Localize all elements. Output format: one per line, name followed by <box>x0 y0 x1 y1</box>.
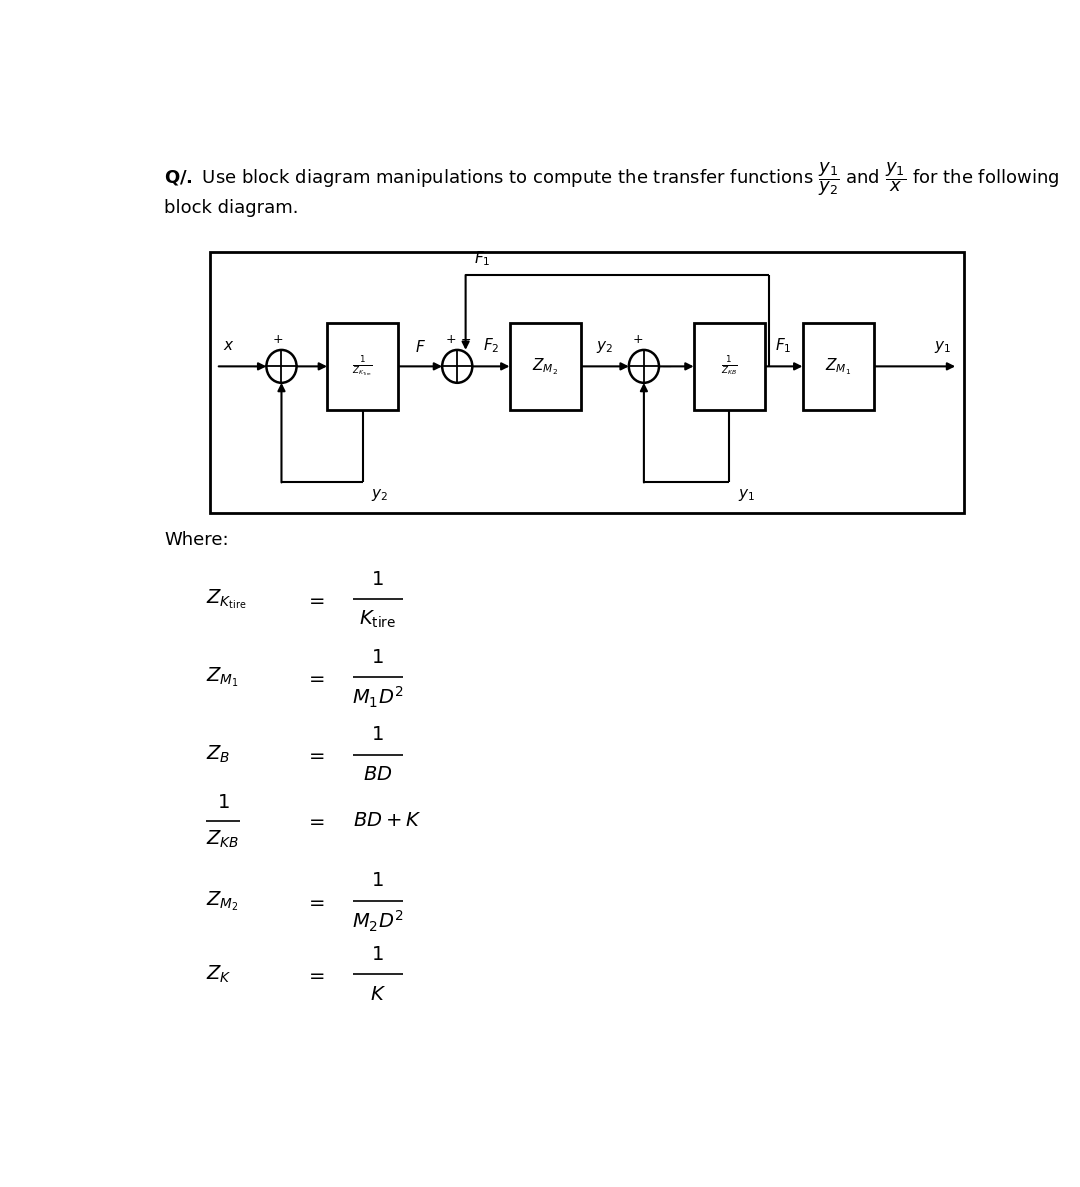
Text: $y_2$: $y_2$ <box>596 339 613 355</box>
Text: $y_1$: $y_1$ <box>738 487 755 503</box>
Text: $Z_K$: $Z_K$ <box>206 964 232 985</box>
Text: $=$: $=$ <box>305 811 325 830</box>
FancyBboxPatch shape <box>802 323 874 410</box>
Text: $Z_B$: $Z_B$ <box>206 744 230 766</box>
Text: $1$: $1$ <box>372 725 384 744</box>
Text: $+$: $+$ <box>632 334 643 347</box>
Text: $1$: $1$ <box>372 945 384 964</box>
Text: $\frac{1}{Z_{KB}}$: $\frac{1}{Z_{KB}}$ <box>721 355 738 377</box>
Text: $Z_{M_1}$: $Z_{M_1}$ <box>206 666 239 688</box>
Text: $Z_{M_2}$: $Z_{M_2}$ <box>206 889 239 913</box>
Text: Where:: Where: <box>164 531 229 550</box>
Text: $=$: $=$ <box>305 965 325 984</box>
FancyBboxPatch shape <box>211 252 963 513</box>
Text: $BD + K$: $BD + K$ <box>352 811 421 830</box>
Text: $BD$: $BD$ <box>363 766 392 785</box>
Text: $=$: $=$ <box>305 891 325 910</box>
Text: $F_2$: $F_2$ <box>483 337 499 355</box>
Text: $1$: $1$ <box>217 793 229 812</box>
Text: $1$: $1$ <box>372 871 384 890</box>
Text: $1$: $1$ <box>372 648 384 667</box>
Text: $Z_{M_2}$: $Z_{M_2}$ <box>532 356 558 376</box>
Text: $\mathbf{Q/.}$ Use block diagram manipulations to compute the transfer functions: $\mathbf{Q/.}$ Use block diagram manipul… <box>164 160 1059 198</box>
Text: $=$: $=$ <box>305 590 325 609</box>
Text: $F$: $F$ <box>415 339 426 355</box>
Text: $Z_{K_{\mathrm{tire}}}$: $Z_{K_{\mathrm{tire}}}$ <box>206 588 246 611</box>
Text: block diagram.: block diagram. <box>164 199 299 217</box>
Text: $K$: $K$ <box>369 985 386 1004</box>
Text: $-$: $-$ <box>460 334 471 347</box>
Text: $K_{\mathrm{tire}}$: $K_{\mathrm{tire}}$ <box>360 609 396 630</box>
Text: $=$: $=$ <box>305 745 325 764</box>
Text: $x$: $x$ <box>222 337 234 353</box>
Text: $1$: $1$ <box>372 570 384 589</box>
FancyBboxPatch shape <box>327 323 399 410</box>
Text: $=$: $=$ <box>305 667 325 686</box>
Text: $F_1$: $F_1$ <box>775 337 792 355</box>
Text: $M_2D^2$: $M_2D^2$ <box>352 908 404 934</box>
Text: $y_1$: $y_1$ <box>934 339 951 355</box>
Text: $Z_{KB}$: $Z_{KB}$ <box>206 829 240 850</box>
Text: $y_2$: $y_2$ <box>372 487 388 503</box>
Text: $-$: $-$ <box>661 360 673 373</box>
Text: $+$: $+$ <box>272 334 283 347</box>
FancyBboxPatch shape <box>693 323 765 410</box>
Text: $-$: $-$ <box>252 360 264 373</box>
Text: $F_1$: $F_1$ <box>474 249 490 267</box>
Text: $Z_{M_1}$: $Z_{M_1}$ <box>825 356 851 376</box>
Text: $\frac{1}{Z_{K_{\mathrm{Tire}}}}$: $\frac{1}{Z_{K_{\mathrm{Tire}}}}$ <box>352 354 373 379</box>
FancyBboxPatch shape <box>510 323 581 410</box>
Text: $M_1D^2$: $M_1D^2$ <box>352 685 404 710</box>
Text: $+$: $+$ <box>445 334 456 347</box>
